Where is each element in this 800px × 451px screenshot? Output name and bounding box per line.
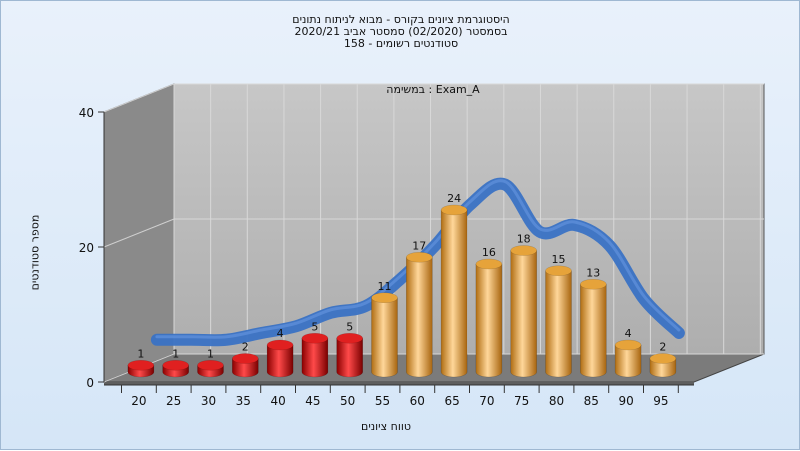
bar-value-label: 1 [137,347,144,360]
x-tick-label: 90 [618,394,633,408]
chart-title-line-2: בסמסטר (02/2020) סמסטר אביב 2020/21 [294,25,508,38]
bar-value-label: 13 [586,266,600,279]
bar [510,250,537,378]
bar-value-label: 15 [552,253,566,266]
bar-value-label: 11 [378,280,392,293]
bar-top [614,339,642,351]
bar-top [197,360,224,371]
x-tick-label: 20 [131,394,146,408]
bar-top [127,360,155,371]
x-tick-label: 30 [201,394,216,408]
bar-top [649,353,677,364]
bar [406,257,433,378]
bar-value-label: 16 [482,246,496,259]
bar-top [232,353,259,364]
bar-top [162,360,189,371]
bar-value-label: 4 [625,327,632,340]
x-tick-label: 55 [375,394,390,408]
bar-value-label: 5 [311,320,318,333]
x-tick-label: 70 [479,394,494,408]
x-tick-label: 80 [549,394,564,408]
bar-value-label: 4 [277,327,284,340]
bar [301,338,329,378]
bar-top [336,333,363,344]
bar [649,358,677,378]
bar-top [266,339,294,351]
bar [232,358,259,378]
bar-top [406,252,433,263]
y-tick-label: 40 [79,106,94,120]
bar [614,344,642,378]
bar-value-label: 2 [242,341,249,354]
bar-value-label: 24 [447,192,461,205]
bar-value-label: 18 [517,233,531,246]
bar-value-label: 17 [412,239,426,252]
x-tick-label: 75 [514,394,529,408]
chart-title-line-3: סטודנטים רשומים - 158 [343,37,459,50]
grid-line-side [103,83,175,113]
bar [580,284,607,378]
grid-line-side [103,218,175,248]
bar [336,338,363,378]
x-tick-label: 65 [444,394,459,408]
x-tick-label: 35 [236,394,251,408]
y-tick-label: 0 [86,376,94,390]
floor-edge [104,382,694,385]
x-tick-label: 45 [305,394,320,408]
bar [475,263,503,378]
bar-top [475,258,503,270]
bar-top [580,279,607,290]
x-axis-label: טווח ציונים [361,420,411,433]
chart-annotation: במשימה : Exam_A [386,83,480,96]
bar-value-label: 2 [659,341,666,354]
bar [371,297,398,378]
x-tick-label: 25 [166,394,181,408]
bar-value-label: 1 [172,347,179,360]
bar [266,344,294,378]
x-tick-label: 95 [653,394,668,408]
bar-top [440,204,468,216]
bar-top [545,265,572,276]
bar-top [371,292,398,303]
bar-top [301,333,329,344]
x-tick-label: 60 [410,394,425,408]
bar-value-label: 1 [207,347,214,360]
y-axis-label: מספר סטודנטים [28,214,42,291]
bar-top [510,245,537,256]
x-tick-label: 85 [584,394,599,408]
y-tick-label: 20 [79,241,94,255]
bar-value-label: 5 [346,320,353,333]
x-tick-label: 50 [340,394,355,408]
bar [440,209,468,378]
x-tick-label: 40 [270,394,285,408]
bar [545,270,572,378]
chart-title-line-1: היסטוגרמת ציונים בקורס - מבוא לניתוח נתו… [292,13,510,26]
